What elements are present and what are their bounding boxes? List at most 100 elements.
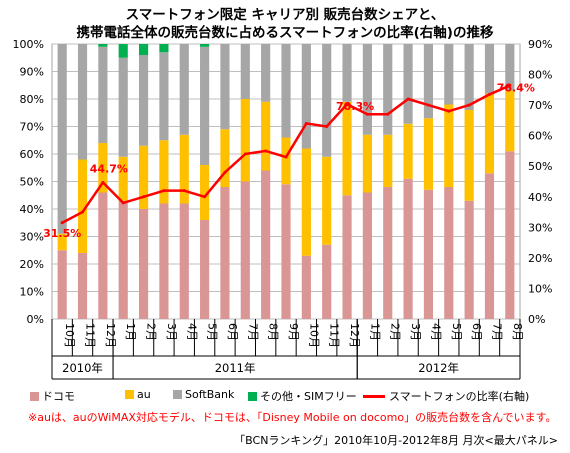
y-left-tick-label: 70% bbox=[20, 121, 44, 134]
x-tick-label: 5月 bbox=[206, 323, 219, 341]
year-label: 2011年 bbox=[215, 361, 256, 375]
legend-docomo-label: ドコモ bbox=[42, 390, 75, 403]
ratio-point bbox=[142, 195, 146, 199]
y-right-tick-label: 60% bbox=[528, 130, 552, 143]
ratio-point bbox=[406, 97, 410, 101]
bar-softbank bbox=[57, 44, 67, 234]
ratio-point bbox=[325, 125, 329, 128]
bar-other bbox=[138, 44, 149, 55]
legend-ratio: スマートフォンの比率(右軸) bbox=[363, 388, 529, 404]
bar-softbank bbox=[403, 44, 413, 124]
legend-ratio-line bbox=[363, 394, 385, 398]
x-tick-label: 8月 bbox=[267, 323, 280, 341]
y-left-tick-label: 10% bbox=[20, 286, 44, 299]
legend-docomo-swatch bbox=[30, 391, 39, 401]
ratio-data-label: 44.7% bbox=[90, 162, 128, 175]
x-tick-label: 1月 bbox=[368, 323, 381, 341]
bar-au bbox=[138, 145, 149, 209]
bar-softbank bbox=[505, 44, 515, 91]
bar-au bbox=[220, 129, 230, 187]
bar-softbank bbox=[179, 44, 189, 135]
bar-au bbox=[444, 104, 454, 187]
bar-softbank bbox=[159, 52, 169, 141]
y-left-tick-label: 0% bbox=[27, 313, 44, 326]
bar-au bbox=[322, 156, 332, 245]
bar-softbank bbox=[98, 46, 108, 143]
y-left-tick-label: 40% bbox=[20, 203, 44, 216]
y-left-tick-label: 20% bbox=[20, 258, 44, 271]
bar-softbank bbox=[138, 55, 149, 146]
y-right-tick-label: 70% bbox=[528, 99, 552, 112]
x-tick-label: 3月 bbox=[165, 323, 178, 341]
legend-softbank: SoftBank bbox=[173, 388, 234, 401]
ratio-data-label: 31.5% bbox=[43, 227, 81, 240]
bar-other bbox=[118, 44, 128, 58]
y-right-tick-label: 80% bbox=[528, 69, 552, 82]
ratio-point bbox=[81, 210, 85, 214]
ratio-point bbox=[203, 195, 207, 199]
bar-softbank bbox=[240, 44, 250, 99]
ratio-point bbox=[365, 112, 369, 116]
bar-au bbox=[362, 134, 372, 193]
x-tick-label: 8月 bbox=[511, 323, 524, 341]
bar-softbank bbox=[484, 44, 495, 94]
bar-au bbox=[179, 134, 189, 204]
legend-au: au bbox=[125, 388, 151, 401]
x-tick-label: 2月 bbox=[145, 323, 158, 341]
bar-softbank bbox=[464, 44, 474, 110]
bar-softbank bbox=[200, 46, 210, 165]
bar-docomo bbox=[220, 187, 230, 319]
bar-docomo bbox=[200, 220, 210, 319]
bar-docomo bbox=[403, 178, 413, 319]
ratio-point bbox=[243, 152, 247, 156]
x-tick-label: 10月 bbox=[63, 323, 76, 348]
bar-au bbox=[505, 90, 515, 152]
ratio-point bbox=[304, 121, 308, 125]
bar-softbank bbox=[301, 44, 311, 149]
ratio-point bbox=[60, 221, 64, 225]
bar-docomo bbox=[98, 192, 108, 319]
bar-au bbox=[118, 156, 128, 201]
legend-softbank-label: SoftBank bbox=[185, 388, 235, 401]
bar-docomo bbox=[464, 200, 474, 319]
x-tick-label: 4月 bbox=[429, 323, 442, 341]
source-note: 「BCNランキング」2010年10月-2012年8月 月次<最大パネル> bbox=[234, 434, 558, 447]
bar-softbank bbox=[362, 44, 372, 135]
bar-au bbox=[200, 165, 210, 220]
x-tick-label: 4月 bbox=[185, 323, 198, 341]
footnote: ※auは、auのWiMAX対応モデル、ドコモは、「Disney Mobile o… bbox=[28, 411, 557, 424]
bar-softbank bbox=[261, 44, 271, 102]
bar-other bbox=[98, 44, 108, 47]
bar-docomo bbox=[57, 250, 67, 319]
x-tick-label: 5月 bbox=[450, 323, 463, 341]
bar-softbank bbox=[423, 44, 434, 119]
y-right-tick-label: 10% bbox=[528, 282, 552, 295]
ratio-point bbox=[386, 112, 390, 116]
y-left-tick-label: 60% bbox=[20, 148, 44, 161]
bar-docomo bbox=[159, 203, 169, 319]
bar-au bbox=[423, 118, 434, 190]
y-right-tick-label: 90% bbox=[528, 38, 552, 51]
year-label: 2012年 bbox=[418, 361, 459, 375]
bar-docomo bbox=[118, 200, 128, 319]
legend-other-label: その他・SIMフリー bbox=[260, 390, 357, 403]
bar-docomo bbox=[444, 187, 454, 319]
x-tick-label: 2月 bbox=[389, 323, 402, 341]
x-tick-label: 1月 bbox=[124, 323, 137, 341]
ratio-point bbox=[101, 180, 105, 184]
bar-docomo bbox=[77, 253, 88, 319]
bar-other bbox=[159, 44, 169, 53]
year-label: 2010年 bbox=[62, 361, 103, 375]
x-tick-label: 7月 bbox=[246, 323, 259, 341]
bar-docomo bbox=[505, 151, 515, 319]
bar-au bbox=[159, 140, 169, 204]
bar-au bbox=[57, 233, 67, 251]
y-right-tick-label: 40% bbox=[528, 191, 552, 204]
legend-au-swatch bbox=[125, 390, 134, 399]
bar-docomo bbox=[179, 203, 189, 319]
bar-docomo bbox=[362, 192, 372, 319]
ratio-point bbox=[467, 103, 471, 107]
ratio-point bbox=[162, 189, 166, 193]
x-tick-label: 6月 bbox=[226, 323, 239, 341]
bar-au bbox=[281, 137, 291, 185]
